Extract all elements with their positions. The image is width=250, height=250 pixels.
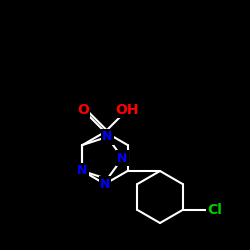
Text: OH: OH — [115, 103, 139, 117]
Text: N: N — [100, 178, 110, 190]
Text: N: N — [77, 164, 88, 177]
Text: N: N — [102, 130, 113, 143]
Text: N: N — [117, 152, 128, 164]
Text: O: O — [77, 103, 89, 117]
Text: Cl: Cl — [207, 203, 222, 217]
